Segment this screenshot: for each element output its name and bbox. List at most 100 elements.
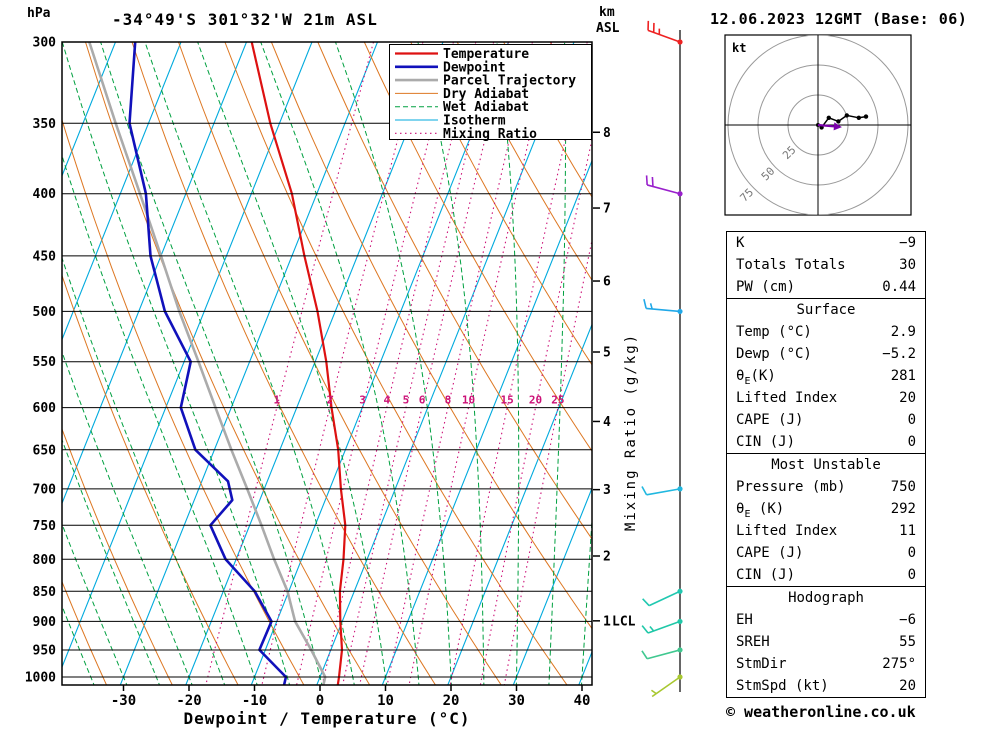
table-row: StmSpd (kt) 20 <box>727 675 925 697</box>
table-row: EH −6 <box>727 609 925 631</box>
svg-text:Mixing Ratio: Mixing Ratio <box>443 127 537 142</box>
row-label: θE (K) <box>736 501 785 520</box>
table-row: PW (cm) 0.44 <box>727 276 925 298</box>
km-unit-label: km <box>599 5 615 20</box>
svg-text:6: 6 <box>419 394 426 407</box>
row-value: 0 <box>907 567 916 583</box>
svg-text:15: 15 <box>501 394 514 407</box>
table-surface-title: Surface <box>796 302 856 318</box>
table-row: Totals Totals 30 <box>727 254 925 276</box>
row-label: Totals Totals <box>736 257 846 273</box>
row-value: −6 <box>899 612 916 628</box>
isotherm-lines <box>62 42 592 685</box>
row-value: 20 <box>899 678 916 694</box>
svg-text:25: 25 <box>551 394 564 407</box>
row-value: 275° <box>882 656 916 672</box>
svg-text:3: 3 <box>359 394 366 407</box>
row-value: 0.44 <box>882 279 916 295</box>
row-label: K <box>736 235 745 251</box>
svg-text:3: 3 <box>603 483 611 498</box>
row-label: Temp (°C) <box>736 324 812 340</box>
svg-text:2: 2 <box>326 394 333 407</box>
table-row: StmDir 275° <box>727 653 925 675</box>
svg-text:-10: -10 <box>242 693 267 709</box>
row-value: 0 <box>907 434 916 450</box>
svg-text:800: 800 <box>33 553 57 568</box>
svg-text:700: 700 <box>33 482 57 497</box>
mixing-ratio-lines <box>205 42 592 685</box>
table-surface: Surface Temp (°C) 2.9 Dewp (°C) −5.2 θE(K) 281… <box>726 298 926 454</box>
svg-text:Dewpoint: Dewpoint <box>443 60 506 75</box>
svg-text:20: 20 <box>443 693 460 709</box>
row-value: 0 <box>907 412 916 428</box>
row-label: StmSpd (kt) <box>736 678 829 694</box>
row-value: 281 <box>890 368 916 384</box>
table-row: Lifted Index 11 <box>727 520 925 542</box>
table-most-unstable-title: Most Unstable <box>771 457 881 473</box>
row-value: 2.9 <box>890 324 916 340</box>
pressure-axis-labels: 300 350 400 450 500 550 600 650 700 750 800 850 900 9… <box>25 36 56 686</box>
svg-text:Parcel Trajectory: Parcel Trajectory <box>443 74 576 89</box>
stats-tables: K −9 Totals Totals 30 PW (cm) 0.44 Surface Temp… <box>726 231 926 698</box>
row-label: Dewp (°C) <box>736 346 812 362</box>
svg-text:20: 20 <box>529 394 542 407</box>
svg-text:8: 8 <box>445 394 452 407</box>
row-label: CIN (J) <box>736 567 796 583</box>
table-row: θE(K) 281 <box>727 365 925 387</box>
wind-barb-column <box>641 20 683 698</box>
table-row: K −9 <box>727 232 925 254</box>
row-value: 20 <box>899 390 916 406</box>
table-row: SREH 55 <box>727 631 925 653</box>
altitude-scale: 8 7 6 5 4 3 2 1 LCL <box>593 126 636 629</box>
svg-text:600: 600 <box>33 401 57 416</box>
svg-text:1: 1 <box>273 394 280 407</box>
svg-text:6: 6 <box>603 275 611 290</box>
row-value: −9 <box>899 235 916 251</box>
table-row: CAPE (J) 0 <box>727 542 925 564</box>
row-value: 292 <box>890 501 916 517</box>
svg-text:350: 350 <box>33 117 57 132</box>
lcl-label: LCL <box>612 614 636 629</box>
copyright-link[interactable]: © weatheronline.co.uk <box>726 703 916 721</box>
table-row: Lifted Index 20 <box>727 387 925 409</box>
svg-text:10: 10 <box>377 693 394 709</box>
svg-text:10: 10 <box>462 394 475 407</box>
svg-text:0: 0 <box>316 693 324 709</box>
sounding-profiles <box>88 42 347 685</box>
hodograph-unit-label: kt <box>732 41 746 55</box>
row-label: θE(K) <box>736 368 776 387</box>
table-row: θE (K) 292 <box>727 498 925 520</box>
svg-text:4: 4 <box>603 415 611 430</box>
station-title: -34°49'S 301°32'W 21m ASL <box>112 10 378 29</box>
row-value: 750 <box>890 479 916 495</box>
row-value: 55 <box>899 634 916 650</box>
table-most-unstable: Most Unstable Pressure (mb) 750 θE (K) 292 Li… <box>726 453 926 587</box>
svg-text:650: 650 <box>33 443 57 458</box>
datetime-title: 12.06.2023 12GMT (Base: 06) <box>710 10 968 28</box>
table-row: Dewp (°C) −5.2 <box>727 343 925 365</box>
row-label: Lifted Index <box>736 523 838 539</box>
row-label: Lifted Index <box>736 390 838 406</box>
row-label: CAPE (J) <box>736 412 804 428</box>
svg-text:1: 1 <box>603 614 611 629</box>
row-label: StmDir <box>736 656 787 672</box>
svg-text:-30: -30 <box>111 693 136 709</box>
svg-text:450: 450 <box>33 249 57 264</box>
svg-text:300: 300 <box>33 36 57 51</box>
row-value: 0 <box>907 545 916 561</box>
table-indices: K −9 Totals Totals 30 PW (cm) 0.44 <box>726 231 926 299</box>
svg-text:550: 550 <box>33 355 57 370</box>
svg-text:4: 4 <box>383 394 390 407</box>
svg-text:5: 5 <box>603 346 611 361</box>
row-label: EH <box>736 612 753 628</box>
row-label: PW (cm) <box>736 279 796 295</box>
temperature-axis-labels: -30 -20 -10 0 10 20 30 40 <box>111 685 590 709</box>
pressure-unit-label: hPa <box>27 6 51 21</box>
svg-text:Isotherm: Isotherm <box>443 114 506 129</box>
svg-text:1000: 1000 <box>25 671 56 686</box>
row-label: Pressure (mb) <box>736 479 846 495</box>
